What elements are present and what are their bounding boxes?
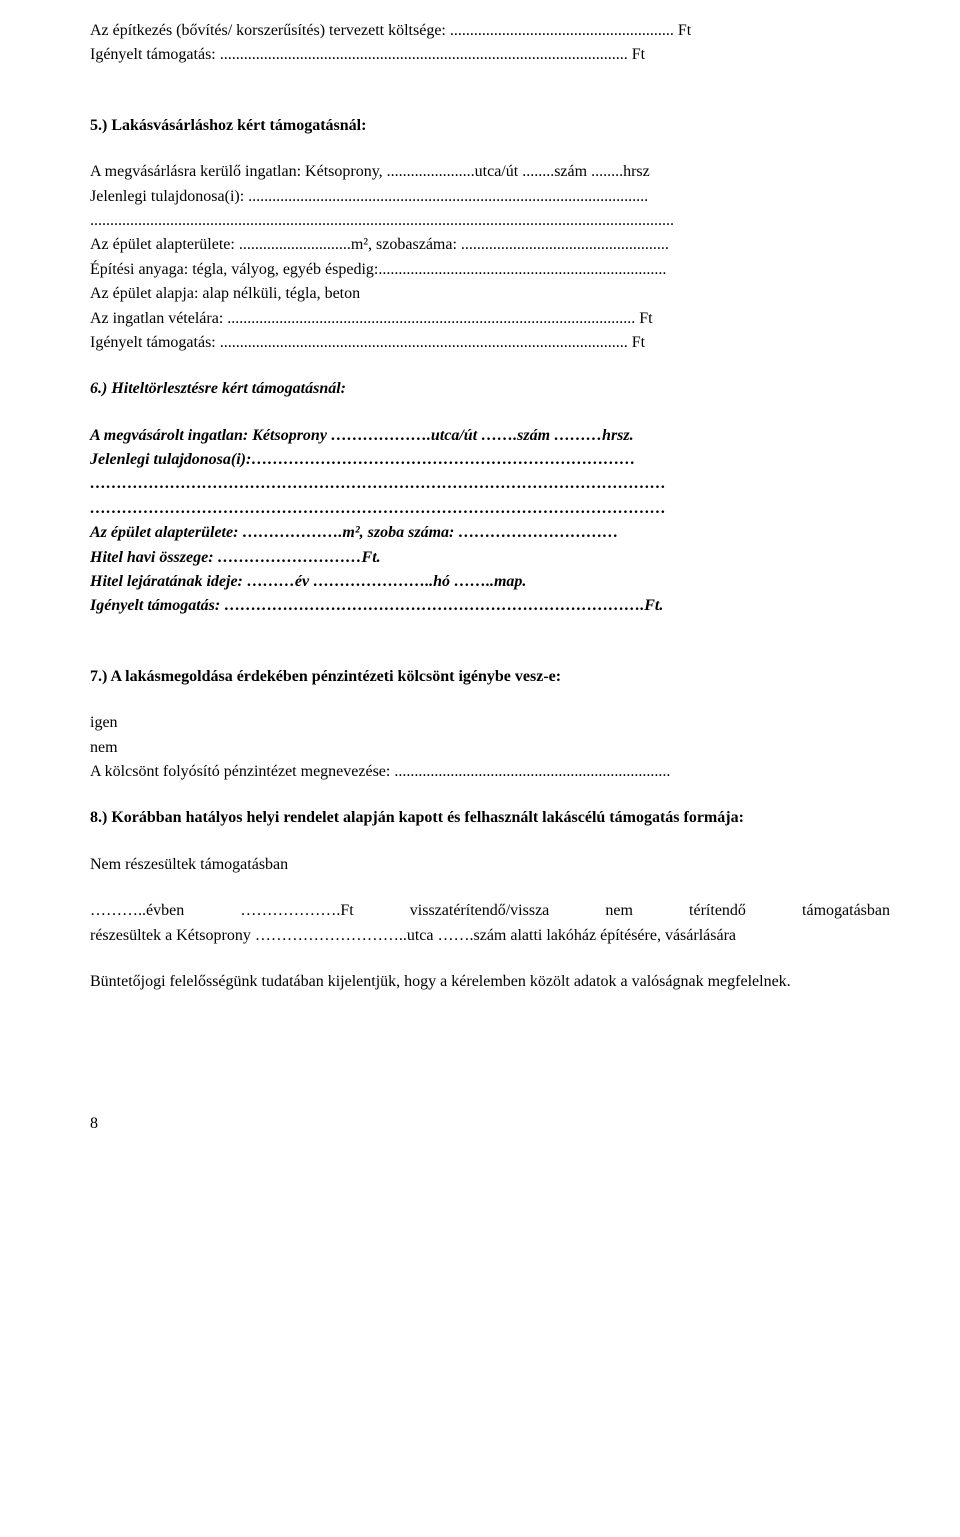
s5-price-line: Az ingatlan vételára: ..................… [90,308,890,330]
s7-yes: igen [90,712,890,734]
s6-blank-line2: ……………………………………………………………………………………………… [90,498,890,520]
s5-owner-line: Jelenlegi tulajdonosa(i): ..............… [90,186,890,208]
s7-institution: A kölcsönt folyósító pénzintézet megneve… [90,761,890,783]
section8-heading: 8.) Korábban hatályos helyi rendelet ala… [90,807,890,829]
s5-support-line: Igényelt támogatás: ....................… [90,332,890,354]
cost-line: Az építkezés (bővítés/ korszerűsítés) te… [90,20,890,42]
s5-material-line: Építési anyaga: tégla, vályog, egyéb ésp… [90,259,890,281]
section5-heading: 5.) Lakásvásárláshoz kért támogatásnál: [90,115,890,137]
s7-no: nem [90,737,890,759]
s8-year-line: ………..évben ……………….Ft visszatérítendő/vis… [90,900,890,922]
s6-expiry-line: Hitel lejáratának ideje: ………év …………………..… [90,571,890,593]
s6-property-line: A megvásárolt ingatlan: Kétsoprony ……………… [90,425,890,447]
s5-foundation-line: Az épület alapja: alap nélküli, tégla, b… [90,283,890,305]
s8-year-e: térítendő [689,902,746,919]
section6-heading: 6.) Hiteltörlesztésre kért támogatásnál: [90,378,890,400]
s6-monthly-line: Hitel havi összege: ………………………Ft. [90,547,890,569]
s8-year-d: nem [605,902,633,919]
s8-year-a: ………..évben [90,902,184,919]
s5-property-line: A megvásárlásra kerülő ingatlan: Kétsopr… [90,161,890,183]
s5-blank-line: ........................................… [90,210,890,232]
s8-no-support: Nem részesültek támogatásban [90,854,890,876]
s6-blank-line1: ……………………………………………………………………………………………… [90,473,890,495]
s8-declaration: Büntetőjogi felelősségünk tudatában kije… [90,971,890,993]
s8-address-line: részesültek a Kétsoprony ………………………..utca… [90,925,890,947]
s6-owner-line: Jelenlegi tulajdonosa(i):………………………………………… [90,449,890,471]
s6-support-line: Igényelt támogatás: ……………………………………………………… [90,595,890,617]
s8-year-b: ……………….Ft [240,902,353,919]
s8-year-f: támogatásban [802,902,890,919]
s8-year-c: visszatérítendő/vissza [410,902,550,919]
s6-area-line: Az épület alapterülete: ……………….m², szoba… [90,522,890,544]
support-line: Igényelt támogatás: ....................… [90,44,890,66]
s5-area-line: Az épület alapterülete: ................… [90,234,890,256]
section7-heading: 7.) A lakásmegoldása érdekében pénzintéz… [90,666,890,688]
page-number: 8 [90,1113,890,1135]
